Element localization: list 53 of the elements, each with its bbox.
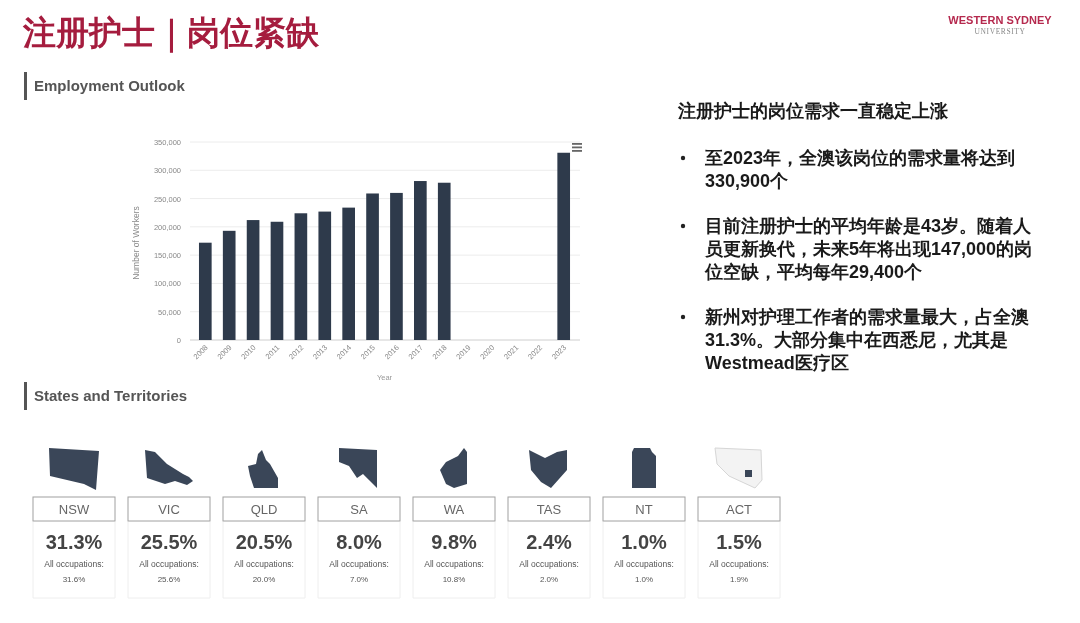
text: 注册护士的岗位需求一直稳定上涨 [677,101,949,121]
text: All occupations: [614,559,674,569]
category-label: NT [635,502,653,517]
bar [366,193,379,340]
data-label: 2.0% [539,575,559,584]
text: 目前注册护士的平均年龄是43岁。随着人员更新换代，未来5年将出现147,000的岗位空缺，平均每年29,400个 [704,216,1033,282]
category-label: TAS [536,502,562,517]
bar [390,192,403,340]
data-label: 2.4% [526,531,573,553]
bar [437,182,451,340]
data-label: 1.0% [621,531,668,553]
category-label: VIC [158,502,180,517]
category-label: ACT [726,502,753,517]
text: All occupations: [424,559,484,569]
text: All occupations: [139,559,199,569]
bar [198,242,212,340]
data-label: 31.3% [45,531,103,553]
text: All occupations: [709,559,769,569]
text: WESTERN SYDNEY [948,14,1053,26]
category-label: QLD [250,502,278,517]
data-label: 31.6% [62,575,86,584]
data-label: 1.9% [729,575,749,584]
bar [557,152,571,340]
category-label: NSW [58,502,90,517]
data-label: 10.8% [442,575,466,584]
bar [318,211,332,340]
data-label: 25.5% [140,531,198,553]
data-label: 20.5% [235,531,293,553]
legend-label: All occupations: [44,559,104,569]
data-label: 1.0% [634,575,654,584]
data-label: 1.5% [716,531,763,553]
data-label: 9.8% [431,531,478,553]
category-label: WA [443,502,465,517]
category-label: SA [350,502,368,517]
data-label: 20.0% [252,575,276,584]
data-label: 25.6% [157,575,181,584]
y-axis-title: Number of Workers [131,206,141,280]
chart-title: Employment Outlook [34,77,186,94]
text: 新州对护理工作者的需求量最大，占全澳31.3%。大部分集中在西悉尼，尤其是Westmead医疗区 [704,307,1029,373]
text: States and Territories [34,387,188,404]
bar [246,220,260,340]
bar [222,230,236,340]
bar [414,181,427,340]
text: All occupations: [234,559,294,569]
text: All occupations: [329,559,389,569]
text: All occupations: [519,559,579,569]
text: 注册护士｜岗位紧缺 [22,14,320,53]
bar [294,213,308,340]
data-label: 8.0% [336,531,383,553]
bar [270,221,284,340]
data-label: 7.0% [349,575,369,584]
bar [342,207,355,340]
text: 至2023年，全澳该岗位的需求量将达到330,900个 [704,148,1016,191]
